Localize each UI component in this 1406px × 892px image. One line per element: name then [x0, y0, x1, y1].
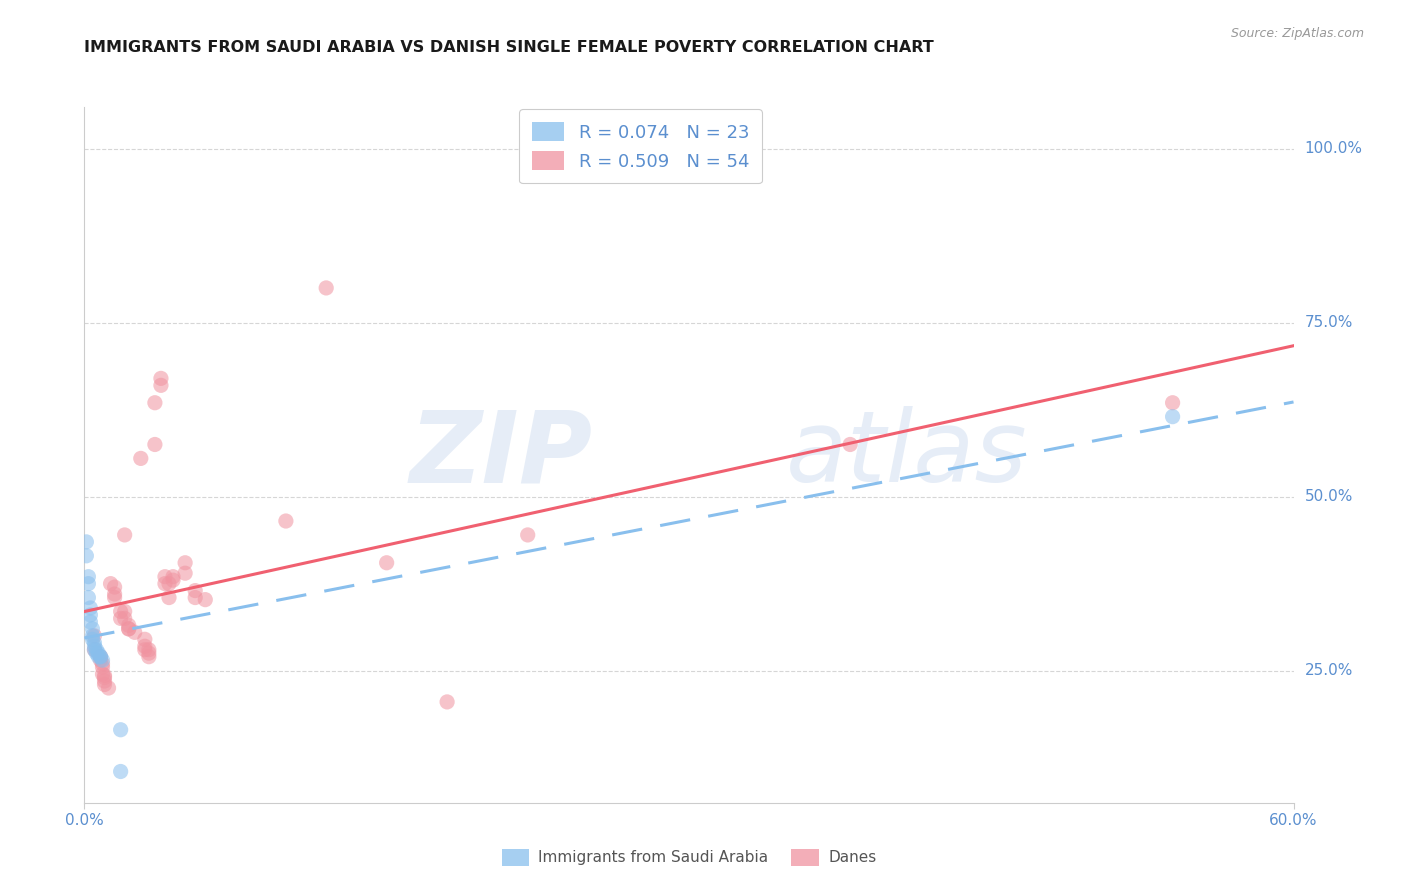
Point [162, 570, 184, 584]
Point [77, 591, 100, 605]
Text: IMMIGRANTS FROM SAUDI ARABIA VS DANISH SINGLE FEMALE POVERTY CORRELATION CHART: IMMIGRANTS FROM SAUDI ARABIA VS DANISH S… [84, 40, 934, 55]
Point [97, 681, 120, 695]
Point [83, 642, 105, 657]
Text: 100.0%: 100.0% [1305, 141, 1362, 156]
Point [174, 566, 197, 581]
Point [184, 583, 207, 598]
Point [129, 451, 152, 466]
Point [75, 549, 97, 563]
Point [1161, 396, 1184, 410]
Point [110, 605, 132, 619]
Text: 75.0%: 75.0% [1305, 315, 1353, 330]
Point [1161, 409, 1184, 424]
Point [118, 622, 141, 636]
Point [143, 396, 166, 410]
Point [83, 639, 105, 653]
Point [162, 573, 184, 587]
Point [91, 653, 114, 667]
Point [134, 632, 156, 647]
Point [375, 556, 398, 570]
Point [174, 556, 197, 570]
Point [82, 632, 104, 647]
Point [104, 587, 127, 601]
Text: 25.0%: 25.0% [1305, 663, 1353, 678]
Point [114, 528, 136, 542]
Point [75, 534, 97, 549]
Point [153, 570, 176, 584]
Point [86, 642, 108, 657]
Text: atlas: atlas [786, 407, 1028, 503]
Point [114, 611, 136, 625]
Point [839, 437, 862, 451]
Text: Source: ZipAtlas.com: Source: ZipAtlas.com [1230, 27, 1364, 40]
Point [89, 649, 111, 664]
Point [100, 576, 122, 591]
Point [91, 657, 114, 671]
Point [110, 723, 132, 737]
Point [82, 622, 104, 636]
Point [315, 281, 337, 295]
Point [83, 629, 105, 643]
Point [157, 576, 180, 591]
Point [83, 642, 105, 657]
Point [79, 615, 101, 629]
Point [93, 677, 115, 691]
Point [516, 528, 538, 542]
Point [110, 764, 132, 779]
Point [436, 695, 458, 709]
Point [274, 514, 297, 528]
Point [149, 378, 172, 392]
Point [184, 591, 207, 605]
Point [77, 576, 100, 591]
Point [110, 611, 132, 625]
Point [93, 668, 115, 682]
Point [124, 625, 146, 640]
Point [82, 629, 104, 643]
Point [77, 570, 100, 584]
Point [89, 653, 111, 667]
Point [149, 371, 172, 385]
Point [104, 580, 127, 594]
Point [79, 601, 101, 615]
Point [83, 636, 105, 650]
Point [89, 649, 111, 664]
Point [79, 607, 101, 622]
Point [89, 649, 111, 664]
Point [86, 646, 108, 660]
Point [91, 660, 114, 674]
Point [91, 667, 114, 681]
Point [138, 646, 160, 660]
Point [93, 671, 115, 685]
Point [143, 437, 166, 451]
Point [134, 642, 156, 657]
Point [93, 674, 115, 689]
Point [104, 591, 127, 605]
Point [114, 605, 136, 619]
Point [87, 646, 110, 660]
Point [118, 622, 141, 636]
Point [134, 639, 156, 653]
Point [118, 618, 141, 632]
Text: ZIP: ZIP [409, 407, 592, 503]
Text: 50.0%: 50.0% [1305, 489, 1353, 504]
Point [87, 649, 110, 664]
Point [138, 649, 160, 664]
Point [153, 576, 176, 591]
Point [138, 642, 160, 657]
Point [194, 592, 217, 607]
Legend: Immigrants from Saudi Arabia, Danes: Immigrants from Saudi Arabia, Danes [495, 843, 883, 871]
Point [157, 591, 180, 605]
